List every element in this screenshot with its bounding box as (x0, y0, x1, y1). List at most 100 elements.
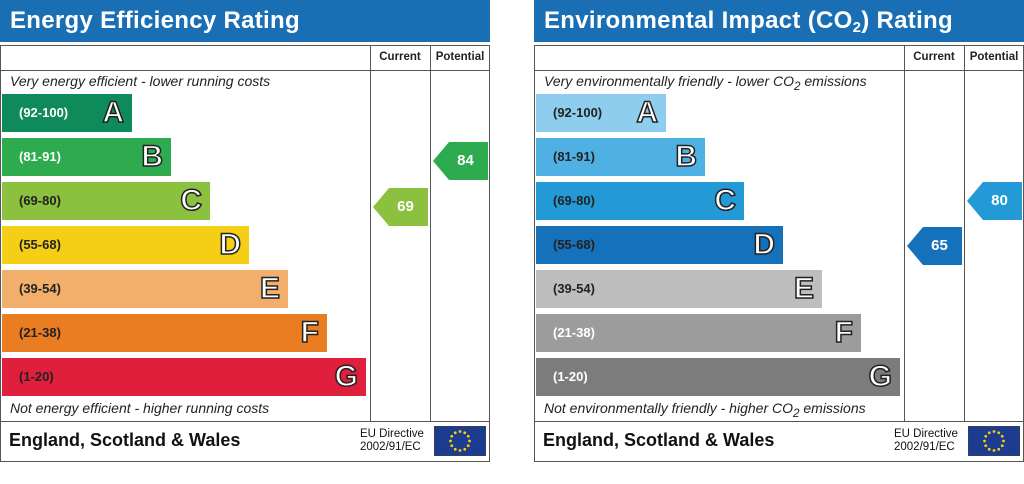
top-note: Very energy efficient - lower running co… (10, 73, 271, 89)
band-range-label: (69-80) (553, 193, 595, 208)
flag-star (450, 444, 454, 448)
flag-star (468, 439, 471, 443)
rating-band-g: (1-20) G (536, 358, 900, 396)
band-range-label: (1-20) (553, 369, 588, 384)
rating-band-f: (21-38) F (536, 314, 861, 352)
potential-rating-arrow: 84 (433, 142, 488, 181)
region-label: England, Scotland & Wales (543, 430, 775, 450)
rating-value: 65 (931, 237, 948, 255)
flag-star (987, 431, 991, 435)
band-letter-label: F (300, 315, 320, 350)
band-letter-label: E (259, 271, 281, 306)
arrow-fill (433, 142, 488, 181)
rating-band-d: (55-68) D (536, 226, 783, 264)
arrow-shape (967, 182, 1022, 220)
band-letter-label: A (102, 95, 125, 130)
arrow-fill (907, 227, 962, 266)
flag-star (450, 434, 454, 438)
flag-star (1002, 439, 1005, 443)
eu-flag-icon (967, 425, 1021, 457)
rating-band-c: (69-80) C (2, 182, 210, 220)
band-range-label: (1-20) (19, 369, 54, 384)
eu-directive-label: EU Directive 2002/91/EC (894, 428, 958, 454)
current-column-header: Current (379, 51, 421, 63)
band-letter-label: B (675, 139, 698, 174)
rating-band-d: (55-68) D (2, 226, 249, 264)
flag-star (1000, 444, 1004, 448)
rating-band-e: (39-54) E (2, 270, 288, 308)
rating-value: 69 (397, 198, 414, 215)
column-divider (904, 45, 905, 421)
top-note: Very environmentally friendly - lower CO… (544, 73, 867, 93)
flag-star (983, 439, 986, 443)
bottom-note: Not energy efficient - higher running co… (10, 400, 270, 416)
rating-band-g: (1-20) G (2, 358, 366, 396)
band-range-label: (39-54) (19, 281, 61, 296)
band-letter-label: C (180, 183, 203, 218)
band-range-label: (81-91) (19, 149, 61, 164)
environmental-impact-panel: Environmental Impact (CO2) Rating Curren… (534, 0, 1024, 462)
flag-star (992, 430, 996, 433)
flag-star (997, 431, 1001, 435)
flag-star (449, 439, 452, 443)
band-range-label: (92-100) (19, 105, 69, 120)
arrow-shape (433, 142, 488, 181)
flag-star (466, 444, 470, 448)
band-letter-label: G (334, 359, 359, 394)
flag-star (453, 431, 457, 435)
flag-star (463, 447, 467, 451)
footer-divider (534, 421, 1024, 422)
band-range-label: (55-68) (553, 237, 595, 252)
rating-band-e: (39-54) E (536, 270, 822, 308)
band-range-label: (69-80) (19, 193, 61, 208)
band-letter-label: D (219, 227, 242, 262)
arrow-shape (373, 188, 428, 226)
arrow-shape (907, 227, 962, 266)
band-letter-label: C (714, 183, 737, 218)
column-divider (370, 45, 371, 421)
footer-divider (0, 421, 490, 422)
flag-star (987, 447, 991, 451)
rating-band-b: (81-91) B (2, 138, 171, 176)
bottom-note: Not environmentally friendly - higher CO… (544, 400, 866, 420)
band-letter-label: D (753, 227, 776, 262)
band-range-label: (21-38) (553, 325, 595, 340)
energy-efficiency-panel: Energy Efficiency Rating Current Potenti… (0, 0, 490, 462)
flag-star (463, 431, 467, 435)
flag-star (466, 434, 470, 438)
band-letter-label: G (868, 359, 893, 394)
column-divider (964, 45, 965, 421)
eu-directive-line1: EU Directive (360, 428, 424, 440)
eu-flag-icon (433, 425, 487, 457)
flag-star (984, 444, 988, 448)
rating-band-b: (81-91) B (536, 138, 705, 176)
flag-star (1000, 434, 1004, 438)
column-divider (430, 45, 431, 421)
rating-value: 80 (991, 192, 1008, 209)
band-range-label: (81-91) (553, 149, 595, 164)
flag-star (997, 447, 1001, 451)
region-label: England, Scotland & Wales (9, 430, 241, 450)
flag-star (992, 449, 996, 452)
rating-band-a: (92-100) A (2, 94, 132, 132)
band-range-label: (21-38) (19, 325, 61, 340)
potential-column-header: Potential (435, 51, 485, 63)
current-rating-arrow: 69 (373, 188, 428, 226)
header-divider (534, 70, 1024, 71)
potential-column-header: Potential (969, 51, 1019, 63)
band-letter-label: F (834, 315, 854, 350)
panel-title: Environmental Impact (CO2) Rating (534, 0, 1024, 42)
current-column-header: Current (913, 51, 955, 63)
flag-star (458, 430, 462, 433)
panel-frame (0, 45, 490, 462)
rating-value: 84 (457, 152, 474, 170)
band-letter-label: B (141, 139, 164, 174)
eu-directive-line1: EU Directive (894, 428, 958, 440)
band-letter-label: A (636, 95, 659, 130)
flag-star (984, 434, 988, 438)
arrow-fill (373, 188, 428, 226)
rating-band-f: (21-38) F (2, 314, 327, 352)
band-letter-label: E (793, 271, 815, 306)
eu-directive-line2: 2002/91/EC (360, 441, 421, 453)
flag-star (453, 447, 457, 451)
